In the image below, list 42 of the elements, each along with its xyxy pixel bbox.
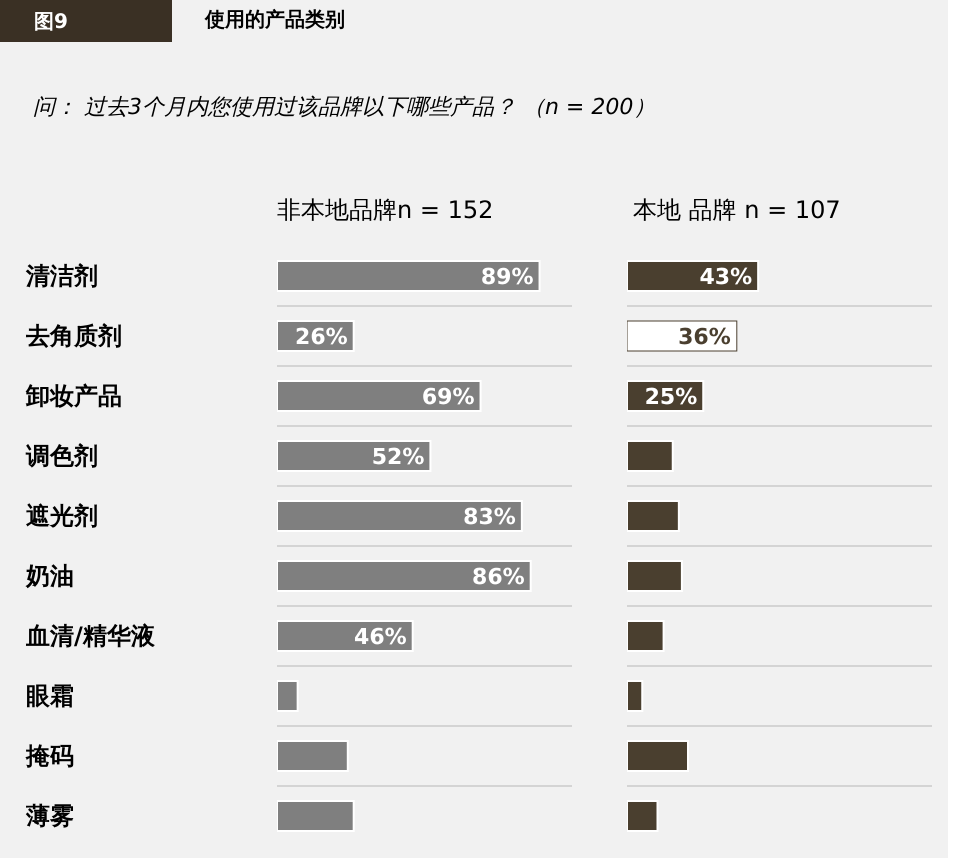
bar: [627, 500, 680, 532]
y-tick-label: 薄雾: [25, 802, 74, 830]
y-tick-label: 眼霜: [26, 682, 74, 710]
bar: [277, 680, 299, 712]
y-tick-label: 调色剂: [25, 442, 98, 470]
data-label: 52%: [372, 445, 424, 470]
bar: [277, 440, 432, 472]
caption: 图9: [0, 0, 172, 42]
bar: [277, 740, 349, 772]
data-label: 89%: [480, 265, 534, 290]
bar: [627, 260, 760, 292]
chart-subtitle: 非本地品牌n = 152: [276, 195, 494, 226]
y-tick-label: 卸妆产品: [25, 382, 122, 410]
bar: [277, 620, 414, 652]
bar: [627, 740, 689, 772]
y-tick-label: 遮光剂: [26, 502, 98, 530]
bar: [627, 680, 644, 712]
bar: [627, 560, 683, 592]
y-tick-label: 去角质剂: [25, 322, 122, 350]
data-label: 86%: [472, 565, 525, 590]
data-label: 83%: [463, 505, 516, 530]
bar: [277, 260, 541, 292]
data-label: 25%: [644, 385, 698, 410]
bar: [277, 560, 532, 592]
data-label: 26%: [295, 325, 348, 350]
y-tick-label: 血清/精华液: [25, 622, 156, 650]
bar: [627, 800, 658, 832]
bar: [277, 500, 523, 532]
bar: [627, 440, 674, 472]
bar: [277, 380, 482, 412]
data-label: 69%: [422, 385, 475, 410]
chart-subtitle: 本地 品牌 n = 107: [632, 195, 842, 226]
text: 问： 过去3个月内您使用过该品牌以下哪些产品？ （n = 200）: [33, 94, 656, 122]
y-tick-label: 奶油: [25, 562, 74, 590]
data-label: 36%: [678, 325, 731, 350]
y-tick-label: 掩码: [25, 742, 74, 770]
bar: [627, 620, 665, 652]
data-label: 43%: [699, 265, 752, 290]
bar: [277, 800, 355, 832]
chart-title: 使用的产品类别: [205, 6, 345, 33]
y-tick-label: 清洁剂: [25, 262, 98, 290]
data-label: 46%: [354, 625, 407, 650]
